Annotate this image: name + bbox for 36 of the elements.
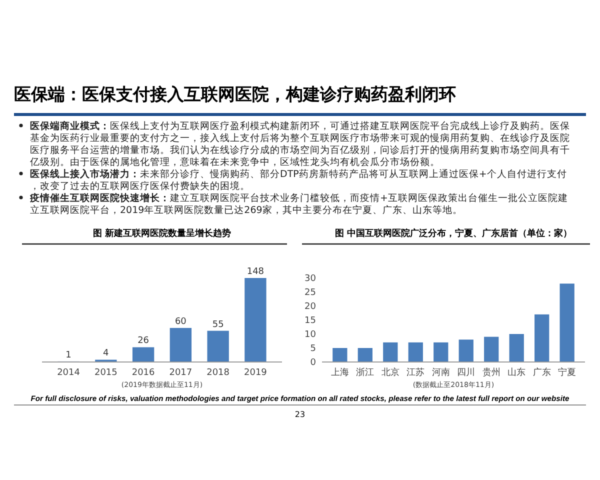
y-tick-label: 5 (310, 344, 316, 354)
text: 疫情催生互联网医院快速增长：建立互联网医院平台技术业务门槛较低，而疫情+互联网医保政策出台催生一批公立医院建立互联网医院平台，2019年互联网医院数量已达269家，其中主要分布在宁夏、广东、山东等地。 (29, 192, 568, 216)
text: 23 (294, 410, 306, 419)
data-label: 1 (66, 350, 72, 360)
x-tick-label: 山东 (508, 367, 526, 378)
y-tick-label: 30 (304, 274, 316, 284)
data-label: 148 (246, 267, 264, 277)
x-tick-label: 2018 (206, 368, 230, 378)
data-label: 55 (212, 320, 224, 330)
data-label: 60 (174, 316, 187, 327)
x-tick-label: 河南 (432, 367, 450, 378)
y-tick-label: 15 (304, 316, 316, 326)
x-tick-label: 2017 (169, 368, 192, 378)
x-tick-label: 2014 (57, 368, 80, 378)
x-tick-label: 2016 (132, 368, 156, 378)
text: 医保端商业模式：医保线上支付为互联网医疗盈利模式构建新闭环，可通过搭建互联网医院平台完成线上诊疗及购药。医保基金为医药行业最重要的支付方之一，接入线上支付后将为整个互联网医疗市场带来可观的慢病用药复购、在线诊疗及医院医疗服务平台运营的增量市场。我们认为在线诊疗分成的市场空间为百亿级别，问诊后打开的慢病用药复购市场空间具有千亿级别。由于医保的属地化管理，意味着在未来竞争中，区域性龙头均有机会瓜分市场份额。 (29, 120, 570, 168)
x-tick-label: 四川 (457, 367, 476, 378)
x-tick-label: 2019 (244, 368, 268, 378)
x-tick-label: 宁夏 (558, 367, 576, 378)
x-tick-label: 上海 (330, 367, 349, 378)
x-tick-label: 贵州 (482, 367, 500, 378)
y-tick-label: 0 (310, 358, 316, 368)
y-tick-label: 25 (304, 288, 316, 298)
y-tick-label: 20 (304, 302, 316, 312)
chart-title: 图 中国互联网医院广泛分布，宁夏、广东居首（单位：家） (334, 228, 572, 239)
x-tick-label: 浙江 (356, 367, 374, 378)
x-tick-label: 北京 (381, 367, 400, 378)
y-tick-label: 10 (304, 330, 316, 340)
x-tick-label: 2015 (94, 368, 118, 378)
data-label: 26 (138, 336, 150, 346)
data-label: 4 (103, 348, 110, 359)
x-tick-label: 广东 (532, 367, 551, 378)
chart-title: 图 新建互联网医院数量呈增长趋势 (92, 228, 232, 239)
text: 医保线上接入市场潜力：未来部分诊疗、慢病购药、部分DTP药房新特药产品将可从互联网上通过医保+个人自付进行支付，改变了过去的互联网医疗医保付费缺失的困境。 (30, 168, 567, 192)
text: 医保端：医保支付接入互联网医院，构建诊疗购药盈利闭环 (14, 85, 456, 105)
x-tick-label: 江苏 (406, 367, 425, 378)
